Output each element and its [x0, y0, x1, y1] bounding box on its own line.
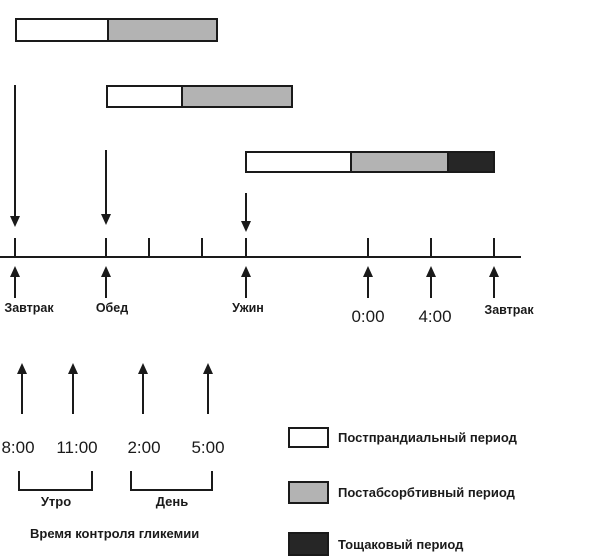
legend-swatch-fasting: [288, 532, 329, 556]
down-arrow-dinner-icon: [240, 193, 251, 232]
timeline-tick: [367, 238, 369, 258]
postprandial-segment: [17, 20, 107, 40]
up-arrow-dinner-icon: [240, 266, 251, 298]
group-label-morning: Утро: [40, 494, 72, 509]
monitoring-time-0200: 2:00: [127, 438, 161, 457]
legend-label-fasting: Тощаковый период: [338, 536, 464, 552]
postabsorptive-segment: [350, 153, 447, 171]
fasting-segment: [447, 153, 493, 171]
monitoring-arrow-0200-icon: [137, 363, 148, 414]
legend-label-postprandial: Постпрандиальный период: [338, 430, 517, 445]
legend-label-postabsorptive: Постабсорбтивный период: [338, 485, 515, 500]
bracket-day: [130, 471, 213, 491]
timeline-tick: [201, 238, 203, 258]
monitoring-time-0500: 5:00: [191, 438, 225, 457]
up-arrow-breakfast-icon: [9, 266, 20, 298]
legend-item-fasting: Тощаковый период: [288, 532, 463, 556]
postabsorptive-segment: [181, 87, 291, 106]
monitoring-time-1100: 11:00: [56, 438, 98, 457]
up-arrow-0000-icon: [362, 266, 373, 298]
timeline-tick: [245, 238, 247, 258]
meal-label-next-breakfast: Завтрак: [484, 303, 534, 317]
period-bar-after-breakfast: [15, 18, 218, 42]
timeline-tick: [493, 238, 495, 258]
group-label-day: День: [155, 494, 189, 509]
period-bar-after-lunch: [106, 85, 293, 108]
postprandial-segment: [108, 87, 181, 106]
monitoring-caption: Время контроля гликемии: [30, 526, 200, 541]
night-time-label-0400: 4:00: [418, 307, 452, 326]
up-arrow-next-breakfast-icon: [488, 266, 499, 298]
bracket-morning: [18, 471, 93, 491]
down-arrow-breakfast-icon: [9, 85, 20, 227]
monitoring-arrow-0800-icon: [16, 363, 27, 414]
down-arrow-lunch-icon: [100, 150, 111, 225]
night-time-label-0000: 0:00: [351, 307, 385, 326]
meal-label-dinner: Ужин: [232, 301, 264, 315]
timeline-tick: [148, 238, 150, 258]
meal-label-breakfast: Завтрак: [4, 301, 54, 315]
timeline-tick: [105, 238, 107, 258]
legend-item-postabsorptive: Постабсорбтивный период: [288, 481, 515, 504]
legend-item-postprandial: Постпрандиальный период: [288, 427, 517, 448]
timeline-axis: [0, 256, 521, 258]
monitoring-arrow-0500-icon: [202, 363, 213, 414]
up-arrow-lunch-icon: [100, 266, 111, 298]
legend-swatch-postprandial: [288, 427, 329, 448]
period-bar-after-dinner: [245, 151, 495, 173]
meal-label-lunch: Обед: [95, 301, 129, 315]
timeline-tick: [430, 238, 432, 258]
monitoring-time-0800: 8:00: [1, 438, 35, 457]
postprandial-segment: [247, 153, 350, 171]
legend-swatch-postabsorptive: [288, 481, 329, 504]
timeline-tick: [14, 238, 16, 258]
postabsorptive-segment: [107, 20, 216, 40]
monitoring-arrow-1100-icon: [67, 363, 78, 414]
up-arrow-0400-icon: [425, 266, 436, 298]
